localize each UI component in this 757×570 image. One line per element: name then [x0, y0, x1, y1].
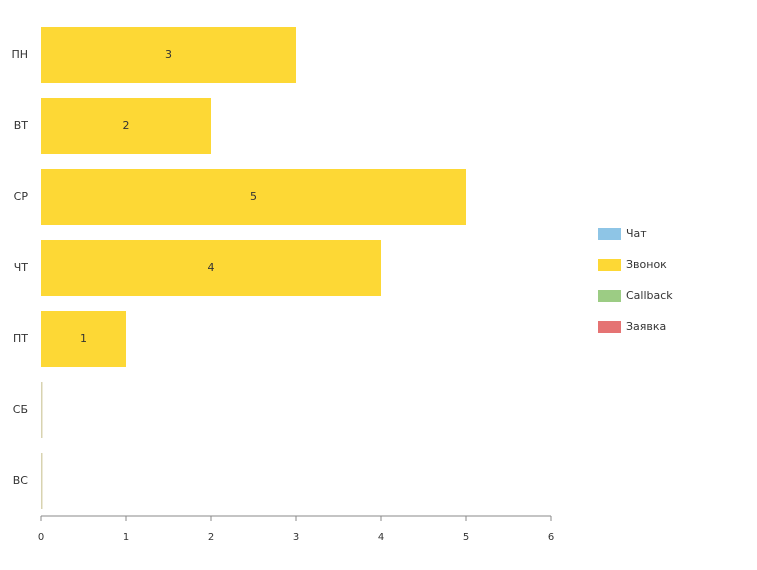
data-label: 5 — [250, 190, 257, 203]
category-label: ПТ — [13, 332, 28, 345]
data-label: 4 — [208, 261, 215, 274]
category-label: СБ — [13, 403, 28, 416]
x-tick-label: 6 — [548, 532, 554, 543]
x-tick-label: 5 — [463, 532, 469, 543]
category-label: ВС — [13, 474, 29, 487]
legend: Чат Звонок Callback Заявка — [598, 227, 673, 333]
category-label: СР — [14, 190, 29, 203]
x-axis: 0 1 2 3 4 5 6 — [38, 515, 554, 543]
legend-label: Callback — [626, 289, 673, 302]
bars-group: 3 2 5 4 1 — [41, 27, 466, 509]
bar-ПН-Звонок — [41, 27, 296, 83]
legend-swatch — [598, 321, 621, 333]
category-label: ЧТ — [14, 261, 29, 274]
legend-label: Заявка — [626, 320, 666, 333]
category-label: ВТ — [14, 119, 29, 132]
x-tick-label: 2 — [208, 532, 214, 543]
data-label: 3 — [165, 48, 172, 61]
bar-ПТ-Звонок — [41, 311, 126, 367]
category-labels: ПН ВТ СР ЧТ ПТ СБ ВС — [11, 48, 28, 487]
bar-ЧТ-Звонок — [41, 240, 381, 296]
bar-СБ-empty — [41, 382, 43, 438]
data-label: 2 — [123, 119, 130, 132]
legend-swatch — [598, 259, 621, 271]
bar-ВС-empty — [41, 453, 43, 509]
x-tick-label: 3 — [293, 532, 299, 543]
data-label: 1 — [80, 332, 87, 345]
legend-swatch — [598, 228, 621, 240]
x-tick-label: 1 — [123, 532, 129, 543]
legend-label: Чат — [626, 227, 647, 240]
x-tick-label: 4 — [378, 532, 384, 543]
legend-label: Звонок — [626, 258, 667, 271]
legend-swatch — [598, 290, 621, 302]
x-tick-label: 0 — [38, 532, 44, 543]
bar-ВТ-Звонок — [41, 98, 211, 154]
bar-СР-Звонок — [41, 169, 466, 225]
category-label: ПН — [11, 48, 28, 61]
